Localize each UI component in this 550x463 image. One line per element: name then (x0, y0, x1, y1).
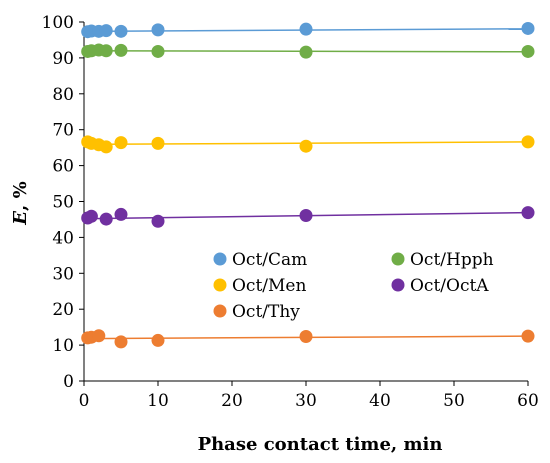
y-tick-label: 0 (63, 372, 74, 392)
legend-label-oct-thy: Oct/Thy (232, 302, 300, 322)
y-tick-label: 70 (52, 121, 74, 141)
point-oct-men (114, 136, 128, 150)
y-axis-title-symbol: E (10, 211, 31, 226)
point-oct-cam (521, 21, 535, 35)
point-oct-octa (151, 214, 165, 228)
point-oct-men (99, 140, 113, 154)
legend-label-oct-cam: Oct/Cam (232, 250, 307, 270)
legend-marker-oct-cam (213, 252, 227, 266)
point-oct-hpph (99, 44, 113, 58)
point-oct-octa (99, 212, 113, 226)
y-tick-label: 90 (52, 49, 74, 69)
point-oct-thy (114, 335, 128, 349)
point-oct-cam (99, 24, 113, 38)
point-oct-hpph (151, 44, 165, 58)
y-tick-label: 80 (52, 85, 74, 105)
point-oct-cam (299, 22, 313, 36)
legend-marker-oct-hpph (391, 252, 405, 266)
legend-label-oct-men: Oct/Men (232, 276, 306, 296)
legend-label-oct-hpph: Oct/Hpph (410, 250, 494, 270)
x-tick-label: 10 (147, 391, 169, 411)
ticks: 0 10 20 30 40 50 60 70 80 90 100 0 10 20 30 40 50 60 (42, 13, 539, 411)
point-oct-men (299, 139, 313, 153)
point-oct-hpph (521, 44, 535, 58)
point-oct-hpph (114, 43, 128, 57)
point-oct-cam (114, 24, 128, 38)
x-tick-label: 50 (443, 391, 465, 411)
y-tick-label: 50 (52, 193, 74, 213)
y-tick-label: 40 (52, 228, 74, 248)
point-oct-thy (92, 329, 106, 343)
legend-label-oct-octa: Oct/OctA (410, 276, 489, 296)
point-oct-thy (299, 329, 313, 343)
y-tick-label: 60 (52, 157, 74, 177)
point-oct-octa (84, 209, 98, 223)
y-axis-title-unit: , % (10, 181, 31, 211)
legend-marker-oct-thy (213, 304, 227, 318)
points (81, 21, 535, 349)
y-tick-label: 10 (52, 336, 74, 356)
point-oct-cam (151, 23, 165, 37)
x-axis-title: Phase contact time, min (198, 434, 443, 455)
point-oct-thy (521, 329, 535, 343)
x-tick-label: 40 (369, 391, 391, 411)
point-oct-men (151, 136, 165, 150)
x-tick-label: 0 (79, 391, 90, 411)
x-tick-label: 20 (221, 391, 243, 411)
y-axis-title: E, % (10, 181, 31, 225)
x-tick-label: 30 (295, 391, 317, 411)
legend-marker-oct-men (213, 278, 227, 292)
legend: Oct/Cam Oct/Hpph Oct/Men Oct/OctA Oct/Thy (213, 250, 494, 322)
point-oct-men (521, 135, 535, 149)
y-tick-label: 100 (42, 13, 74, 33)
y-tick-label: 30 (52, 264, 74, 284)
point-oct-octa (299, 209, 313, 223)
y-tick-label: 20 (52, 300, 74, 320)
point-oct-octa (521, 206, 535, 220)
legend-marker-oct-octa (391, 278, 405, 292)
point-oct-hpph (299, 45, 313, 59)
point-oct-thy (151, 333, 165, 347)
point-oct-octa (114, 207, 128, 221)
axes (83, 22, 528, 382)
x-tick-label: 60 (517, 391, 539, 411)
